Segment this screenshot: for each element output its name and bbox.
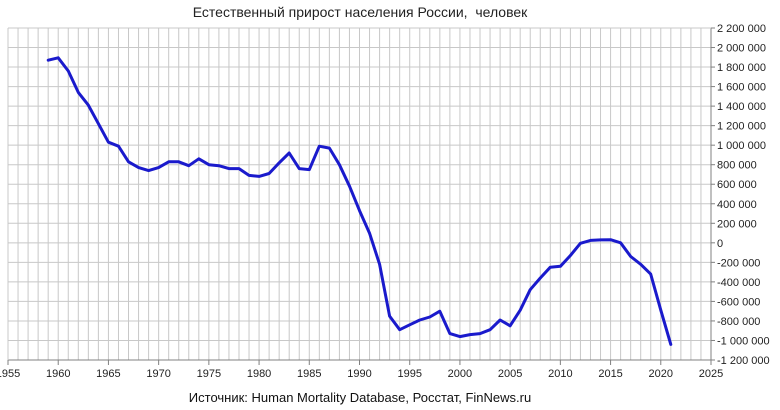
- y-tick-label: 200 000: [717, 218, 757, 230]
- x-tick-label: 1985: [297, 368, 321, 380]
- y-tick-label: -200 000: [717, 257, 760, 269]
- x-tick-label: 2005: [498, 368, 522, 380]
- x-tick-label: 1980: [247, 368, 271, 380]
- x-tick-label: 1975: [197, 368, 221, 380]
- x-tick-label: 2025: [699, 368, 723, 380]
- y-tick-label: -400 000: [717, 277, 760, 289]
- y-tick-label: -600 000: [717, 296, 760, 308]
- y-tick-label: 1 200 000: [717, 121, 766, 133]
- x-tick-label: 1995: [397, 368, 421, 380]
- x-tick-label: 2020: [649, 368, 673, 380]
- chart-source: Источник: Human Mortality Database, Росс…: [188, 390, 532, 405]
- y-tick-label: 1 000 000: [717, 140, 766, 152]
- x-tick-label: 2015: [598, 368, 622, 380]
- series-line: [46, 56, 673, 346]
- x-tick-label: 1970: [146, 368, 170, 380]
- y-tick-label: 800 000: [717, 160, 757, 172]
- y-tick-label: -800 000: [717, 316, 760, 328]
- x-tick-label: 1955: [0, 368, 20, 380]
- chart-title: Естественный прирост населения России, ч…: [192, 4, 528, 20]
- x-tick-label: 2000: [448, 368, 472, 380]
- x-tick-label: 1960: [46, 368, 70, 380]
- y-tick-label: 1 800 000: [717, 62, 766, 74]
- y-tick-label: 0: [717, 238, 723, 250]
- y-tick-label: 600 000: [717, 179, 757, 191]
- y-tick-label: 400 000: [717, 199, 757, 211]
- x-tick-label: 2010: [548, 368, 572, 380]
- y-tick-label: 1 600 000: [717, 82, 766, 94]
- y-tick-label: -1 000 000: [717, 335, 770, 347]
- x-tick-label: 1990: [347, 368, 371, 380]
- x-tick-label: 1965: [96, 368, 120, 380]
- y-tick-label: 2 200 000: [717, 23, 766, 35]
- y-tick-label: 2 000 000: [717, 43, 766, 55]
- y-tick-label: -1 200 000: [717, 355, 770, 367]
- y-tick-label: 1 400 000: [717, 101, 766, 113]
